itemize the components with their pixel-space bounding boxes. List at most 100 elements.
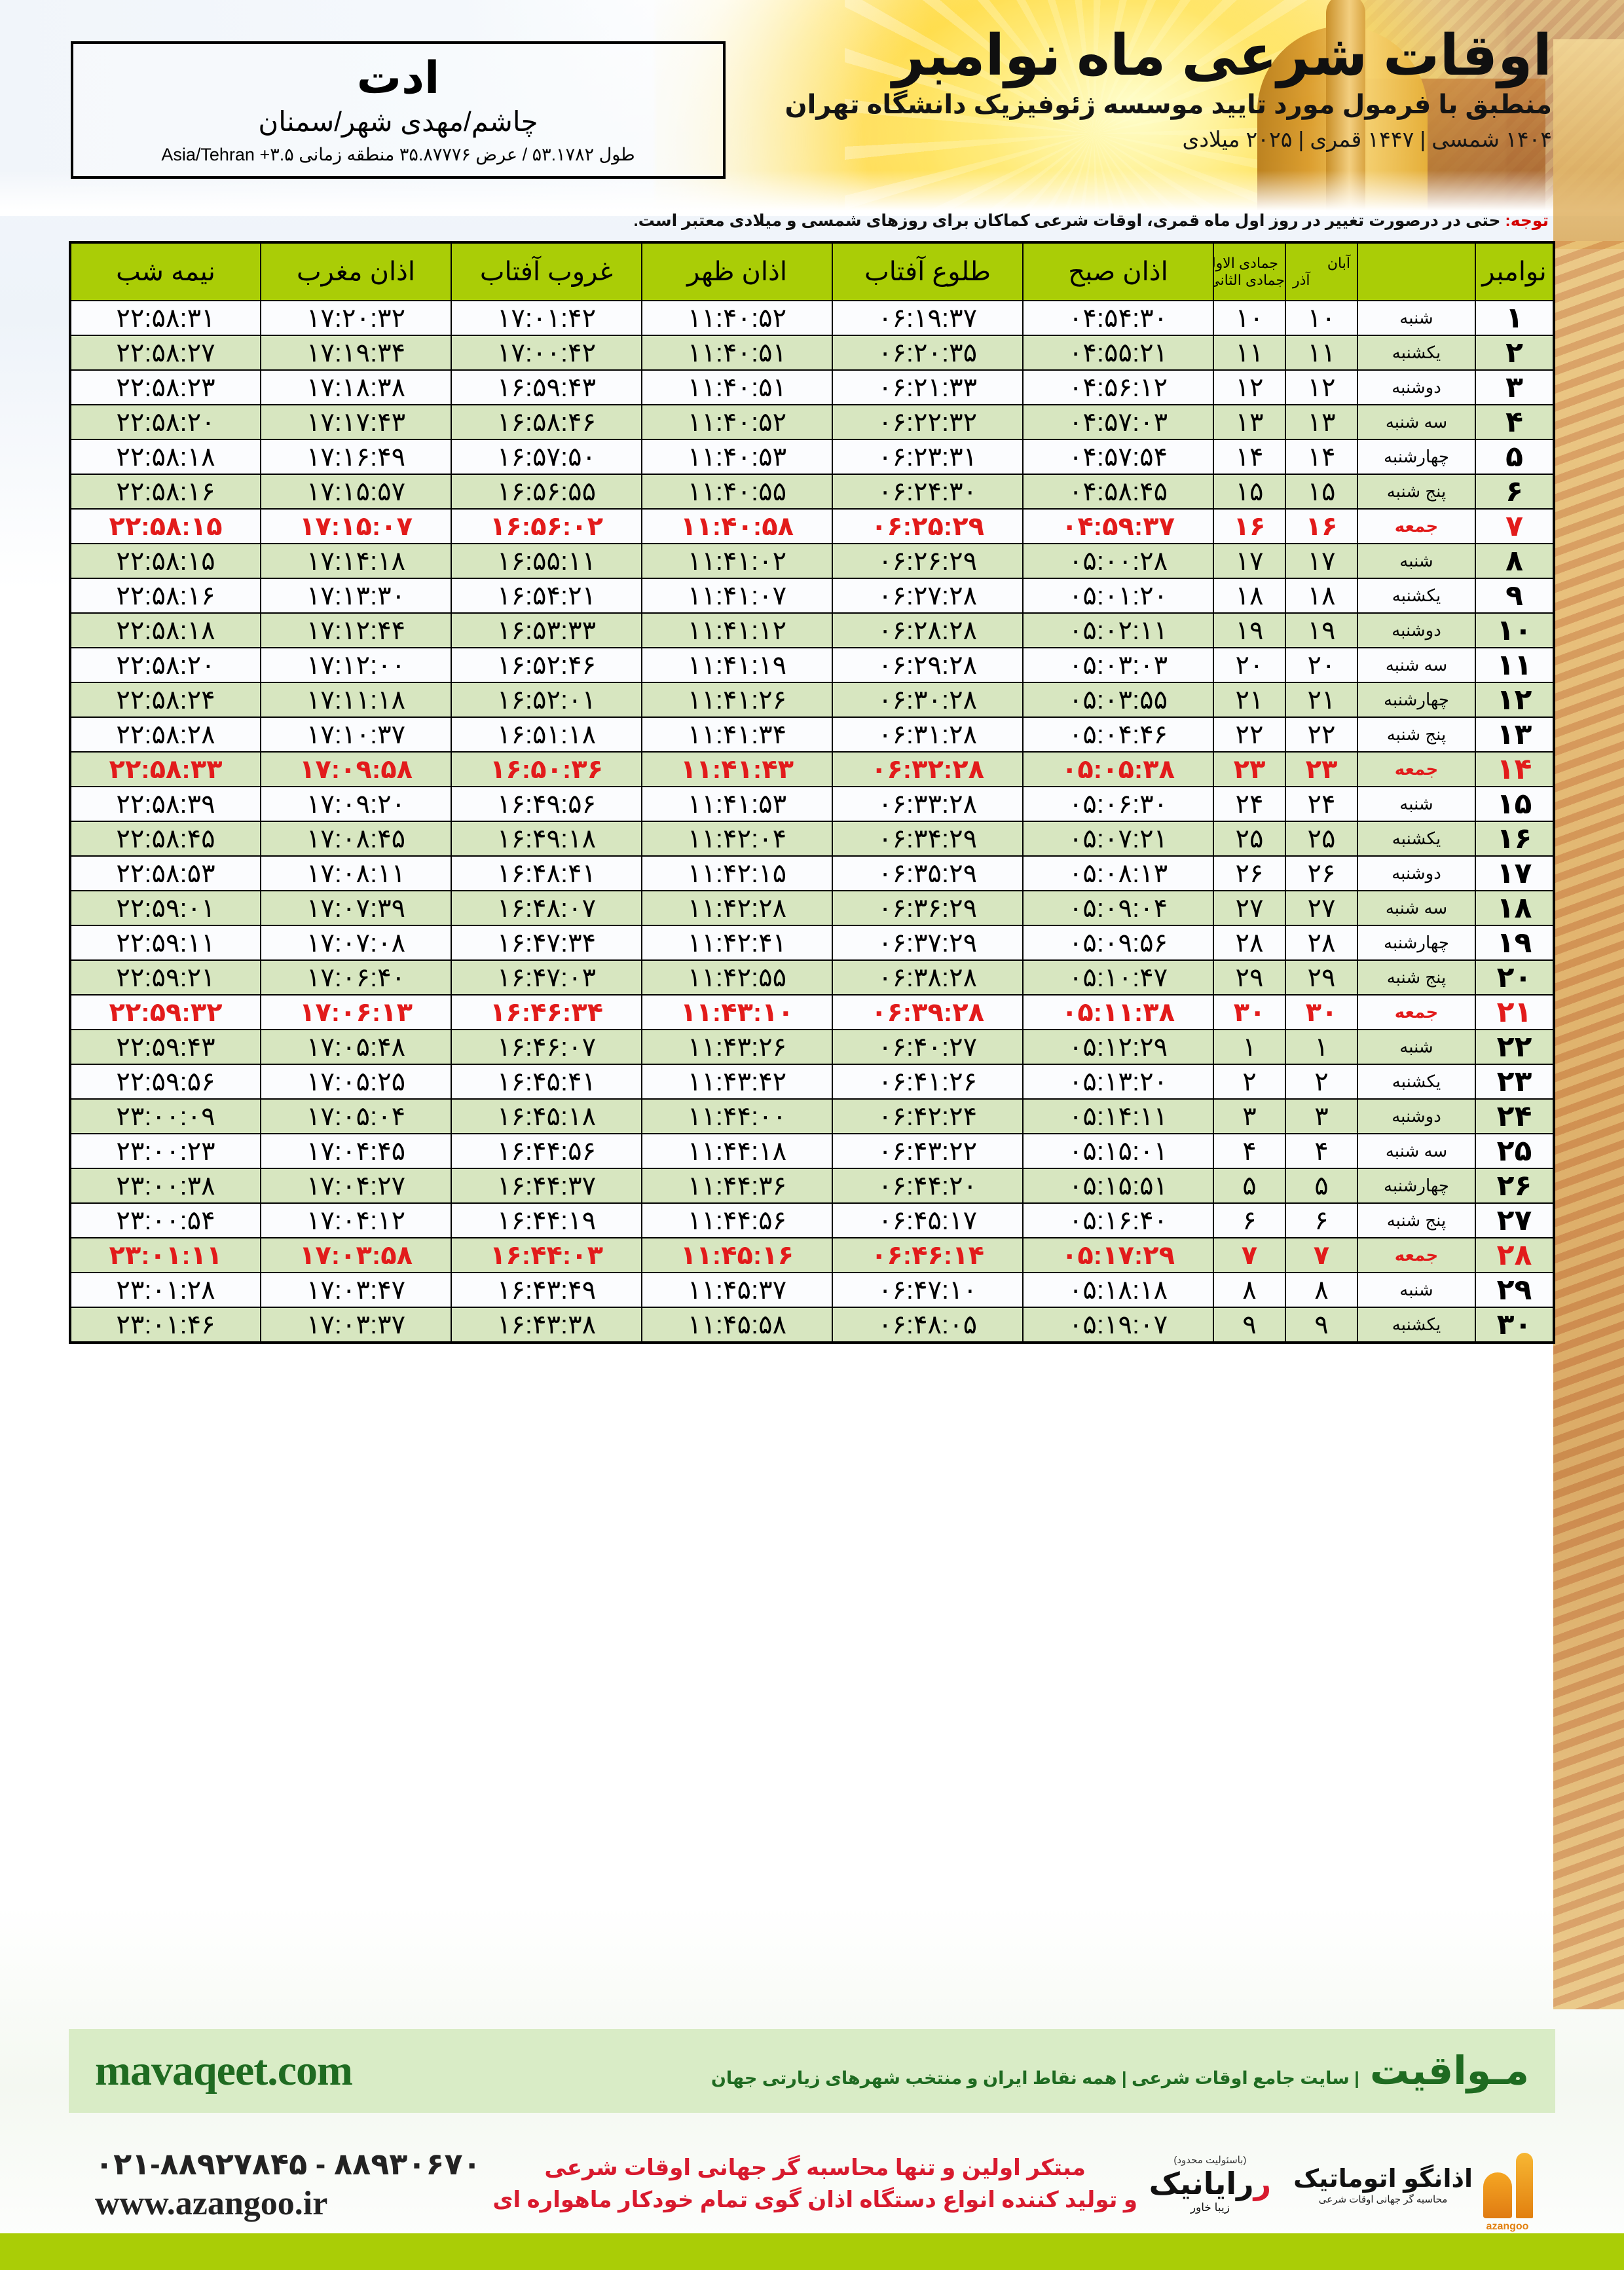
day-number: ۲۲ <box>1475 1029 1555 1065</box>
day-number: ۴ <box>1475 404 1555 440</box>
day-number: ۱۶ <box>1475 821 1555 857</box>
sunset-time: ۱۶:۴۸:۰۷ <box>451 890 642 926</box>
lunar-date: ۱۶ <box>1213 508 1286 544</box>
sunrise-time: ۰۶:۳۴:۲۹ <box>832 821 1024 857</box>
maghrib-time: ۱۷:۱۵:۰۷ <box>260 508 452 544</box>
azangoo-logo: azangoo اذانگو اتوماتیک محاسبه گر جهانی … <box>1293 2150 1536 2232</box>
maghrib-time: ۱۷:۰۷:۰۸ <box>260 925 452 961</box>
weekday-name: جمعه <box>1357 508 1476 544</box>
city-coordinates: طول ۵۳.۱۷۸۲ / عرض ۳۵.۸۷۷۷۶ منطقه زمانی ۳… <box>161 144 635 164</box>
midnight-time: ۲۲:۵۸:۲۸ <box>69 716 261 753</box>
day-number: ۱۵ <box>1475 786 1555 822</box>
weekday-name: دوشنبه <box>1357 855 1476 891</box>
lunar-date: ۲۱ <box>1213 682 1286 718</box>
header-lunar-bottom: جمادی الثانی <box>1208 272 1285 288</box>
dhuhr-time: ۱۱:۴۳:۴۲ <box>641 1064 833 1100</box>
midnight-time: ۲۲:۵۹:۰۱ <box>69 890 261 926</box>
prayer-times-table-wrap: نوامبر آبان آذر جمادی الاول جمادی الثانی <box>69 241 1555 1344</box>
header-sunset: غروب آفتاب <box>451 242 642 301</box>
midnight-time: ۲۳:۰۱:۲۸ <box>69 1272 261 1308</box>
city-info-box: ادت چاشم/مهدی شهر/سمنان طول ۵۳.۱۷۸۲ / عر… <box>71 41 726 179</box>
footer-slogan: مبتكر اولین و تنها محاسبه گر جهانی اوقات… <box>481 2152 1149 2217</box>
sunrise-time: ۰۶:۲۹:۲۸ <box>832 647 1024 683</box>
footer-contact: ۰۲۱-۸۸۹۲۷۸۴۵ - ۸۸۹۳۰۶۷۰ www.azangoo.ir <box>95 2146 482 2223</box>
fajr-time: ۰۵:۱۹:۰۷ <box>1022 1307 1214 1343</box>
header-fajr: اذان صبح <box>1022 242 1214 301</box>
solar-date: ۳ <box>1285 1098 1358 1134</box>
day-number: ۸ <box>1475 543 1555 579</box>
solar-date: ۵ <box>1285 1168 1358 1204</box>
rayanik-logo-sub: زیبا خاور <box>1190 2201 1230 2214</box>
dhuhr-time: ۱۱:۴۱:۳۴ <box>641 716 833 753</box>
solar-date: ۲۶ <box>1285 855 1358 891</box>
fajr-time: ۰۵:۰۳:۰۳ <box>1022 647 1214 683</box>
solar-date: ۱۵ <box>1285 474 1358 510</box>
day-number: ۱۹ <box>1475 925 1555 961</box>
footer-website[interactable]: www.azangoo.ir <box>95 2184 328 2222</box>
table-body: ۱ شنبه ۱۰ ۱۰ ۰۴:۵۴:۳۰ ۰۶:۱۹:۳۷ ۱۱:۴۰:۵۲ ۱۷:۰۱:۴… <box>69 300 1555 1343</box>
dhuhr-time: ۱۱:۴۰:۵۳ <box>641 439 833 475</box>
footer-phone: ۰۲۱-۸۸۹۲۷۸۴۵ - ۸۸۹۳۰۶۷۰ <box>95 2146 482 2181</box>
dhuhr-time: ۱۱:۴۰:۵۲ <box>641 300 833 336</box>
table-header: نوامبر آبان آذر جمادی الاول جمادی الثانی <box>69 242 1555 301</box>
sunrise-time: ۰۶:۴۷:۱۰ <box>832 1272 1024 1308</box>
sunset-time: ۱۶:۴۹:۱۸ <box>451 821 642 857</box>
weekday-name: شنبه <box>1357 1272 1476 1308</box>
lunar-date: ۲۷ <box>1213 890 1286 926</box>
day-number: ۲۳ <box>1475 1064 1555 1100</box>
table-row: ۱۱ سه شنبه ۲۰ ۲۰ ۰۵:۰۳:۰۳ ۰۶:۲۹:۲۸ ۱۱:۴۱:۱۹ ۱۶:… <box>69 647 1555 683</box>
weekday-name: یکشنبه <box>1357 1307 1476 1343</box>
sunset-time: ۱۶:۵۳:۳۳ <box>451 612 642 648</box>
maghrib-time: ۱۷:۱۴:۱۸ <box>260 543 452 579</box>
header-gregorian: نوامبر <box>1475 242 1555 301</box>
lunar-date: ۹ <box>1213 1307 1286 1343</box>
lunar-date: ۲۳ <box>1213 751 1286 787</box>
sunset-time: ۱۶:۴۷:۳۴ <box>451 925 642 961</box>
lunar-date: ۲۲ <box>1213 716 1286 753</box>
maghrib-time: ۱۷:۱۱:۱۸ <box>260 682 452 718</box>
sunset-time: ۱۶:۵۲:۴۶ <box>451 647 642 683</box>
table-row: ۴ سه شنبه ۱۳ ۱۳ ۰۴:۵۷:۰۳ ۰۶:۲۲:۳۲ ۱۱:۴۰:۵۲ ۱۶:۵… <box>69 404 1555 440</box>
table-row: ۱۹ چهارشنبه ۲۸ ۲۸ ۰۵:۰۹:۵۶ ۰۶:۳۷:۲۹ ۱۱:۴۲:۴۱ ۱۶… <box>69 925 1555 961</box>
midnight-time: ۲۲:۵۸:۴۵ <box>69 821 261 857</box>
table-row: ۲۶ چهارشنبه ۵ ۵ ۰۵:۱۵:۵۱ ۰۶:۴۴:۲۰ ۱۱:۴۴:۳۶ ۱۶:۴… <box>69 1168 1555 1204</box>
weekday-name: چهارشنبه <box>1357 439 1476 475</box>
table-row: ۱ شنبه ۱۰ ۱۰ ۰۴:۵۴:۳۰ ۰۶:۱۹:۳۷ ۱۱:۴۰:۵۲ ۱۷:۰۱:۴… <box>69 300 1555 336</box>
table-row: ۲۴ دوشنبه ۳ ۳ ۰۵:۱۴:۱۱ ۰۶:۴۲:۲۴ ۱۱:۴۴:۰۰ ۱۶:۴۵:… <box>69 1098 1555 1134</box>
weekday-name: شنبه <box>1357 1029 1476 1065</box>
table-row: ۲۵ سه شنبه ۴ ۴ ۰۵:۱۵:۰۱ ۰۶:۴۳:۲۲ ۱۱:۴۴:۱۸ ۱۶:۴۴… <box>69 1133 1555 1169</box>
solar-date: ۱۰ <box>1285 300 1358 336</box>
maghrib-time: ۱۷:۰۶:۱۳ <box>260 994 452 1030</box>
lunar-date: ۱۷ <box>1213 543 1286 579</box>
footer-slogan-line1: مبتكر اولین و تنها محاسبه گر جهانی اوقات… <box>544 2155 1086 2180</box>
solar-date: ۳۰ <box>1285 994 1358 1030</box>
weekday-name: سه شنبه <box>1357 647 1476 683</box>
azangoo-logo-title: اذانگو اتوماتیک <box>1293 2165 1473 2193</box>
weekday-name: شنبه <box>1357 786 1476 822</box>
sunset-time: ۱۷:۰۱:۴۲ <box>451 300 642 336</box>
note-tag: توجه: <box>1505 212 1549 230</box>
lunar-date: ۸ <box>1213 1272 1286 1308</box>
table-row: ۱۲ چهارشنبه ۲۱ ۲۱ ۰۵:۰۳:۵۵ ۰۶:۳۰:۲۸ ۱۱:۴۱:۲۶ ۱۶… <box>69 682 1555 718</box>
sunset-time: ۱۶:۵۶:۰۲ <box>451 508 642 544</box>
sunset-time: ۱۶:۴۸:۴۱ <box>451 855 642 891</box>
maghrib-time: ۱۷:۱۲:۰۰ <box>260 647 452 683</box>
dhuhr-time: ۱۱:۴۰:۵۱ <box>641 335 833 371</box>
lunar-date: ۵ <box>1213 1168 1286 1204</box>
maghrib-time: ۱۷:۰۳:۴۷ <box>260 1272 452 1308</box>
lunar-date: ۳ <box>1213 1098 1286 1134</box>
table-row: ۶ پنج شنبه ۱۵ ۱۵ ۰۴:۵۸:۴۵ ۰۶:۲۴:۳۰ ۱۱:۴۰:۵۵ ۱۶:… <box>69 474 1555 510</box>
mavaqeet-domain[interactable]: mavaqeet.com <box>95 2047 353 2094</box>
fajr-time: ۰۴:۵۷:۵۴ <box>1022 439 1214 475</box>
sunrise-time: ۰۶:۴۱:۲۶ <box>832 1064 1024 1100</box>
maghrib-time: ۱۷:۰۳:۵۸ <box>260 1237 452 1273</box>
sunset-time: ۱۶:۴۵:۴۱ <box>451 1064 642 1100</box>
sunset-time: ۱۶:۵۸:۴۶ <box>451 404 642 440</box>
weekday-name: یکشنبه <box>1357 1064 1476 1100</box>
fajr-time: ۰۵:۰۴:۴۶ <box>1022 716 1214 753</box>
page-years: ۱۴۰۴ شمسی | ۱۴۴۷ قمری | ۲۰۲۵ میلادی <box>1182 127 1552 152</box>
weekday-name: سه شنبه <box>1357 404 1476 440</box>
mavaqeet-brand-group: مـواقیت | سایت جامع اوقات شرعی | همه نقا… <box>711 2048 1529 2094</box>
solar-date: ۱ <box>1285 1029 1358 1065</box>
maghrib-time: ۱۷:۰۳:۳۷ <box>260 1307 452 1343</box>
